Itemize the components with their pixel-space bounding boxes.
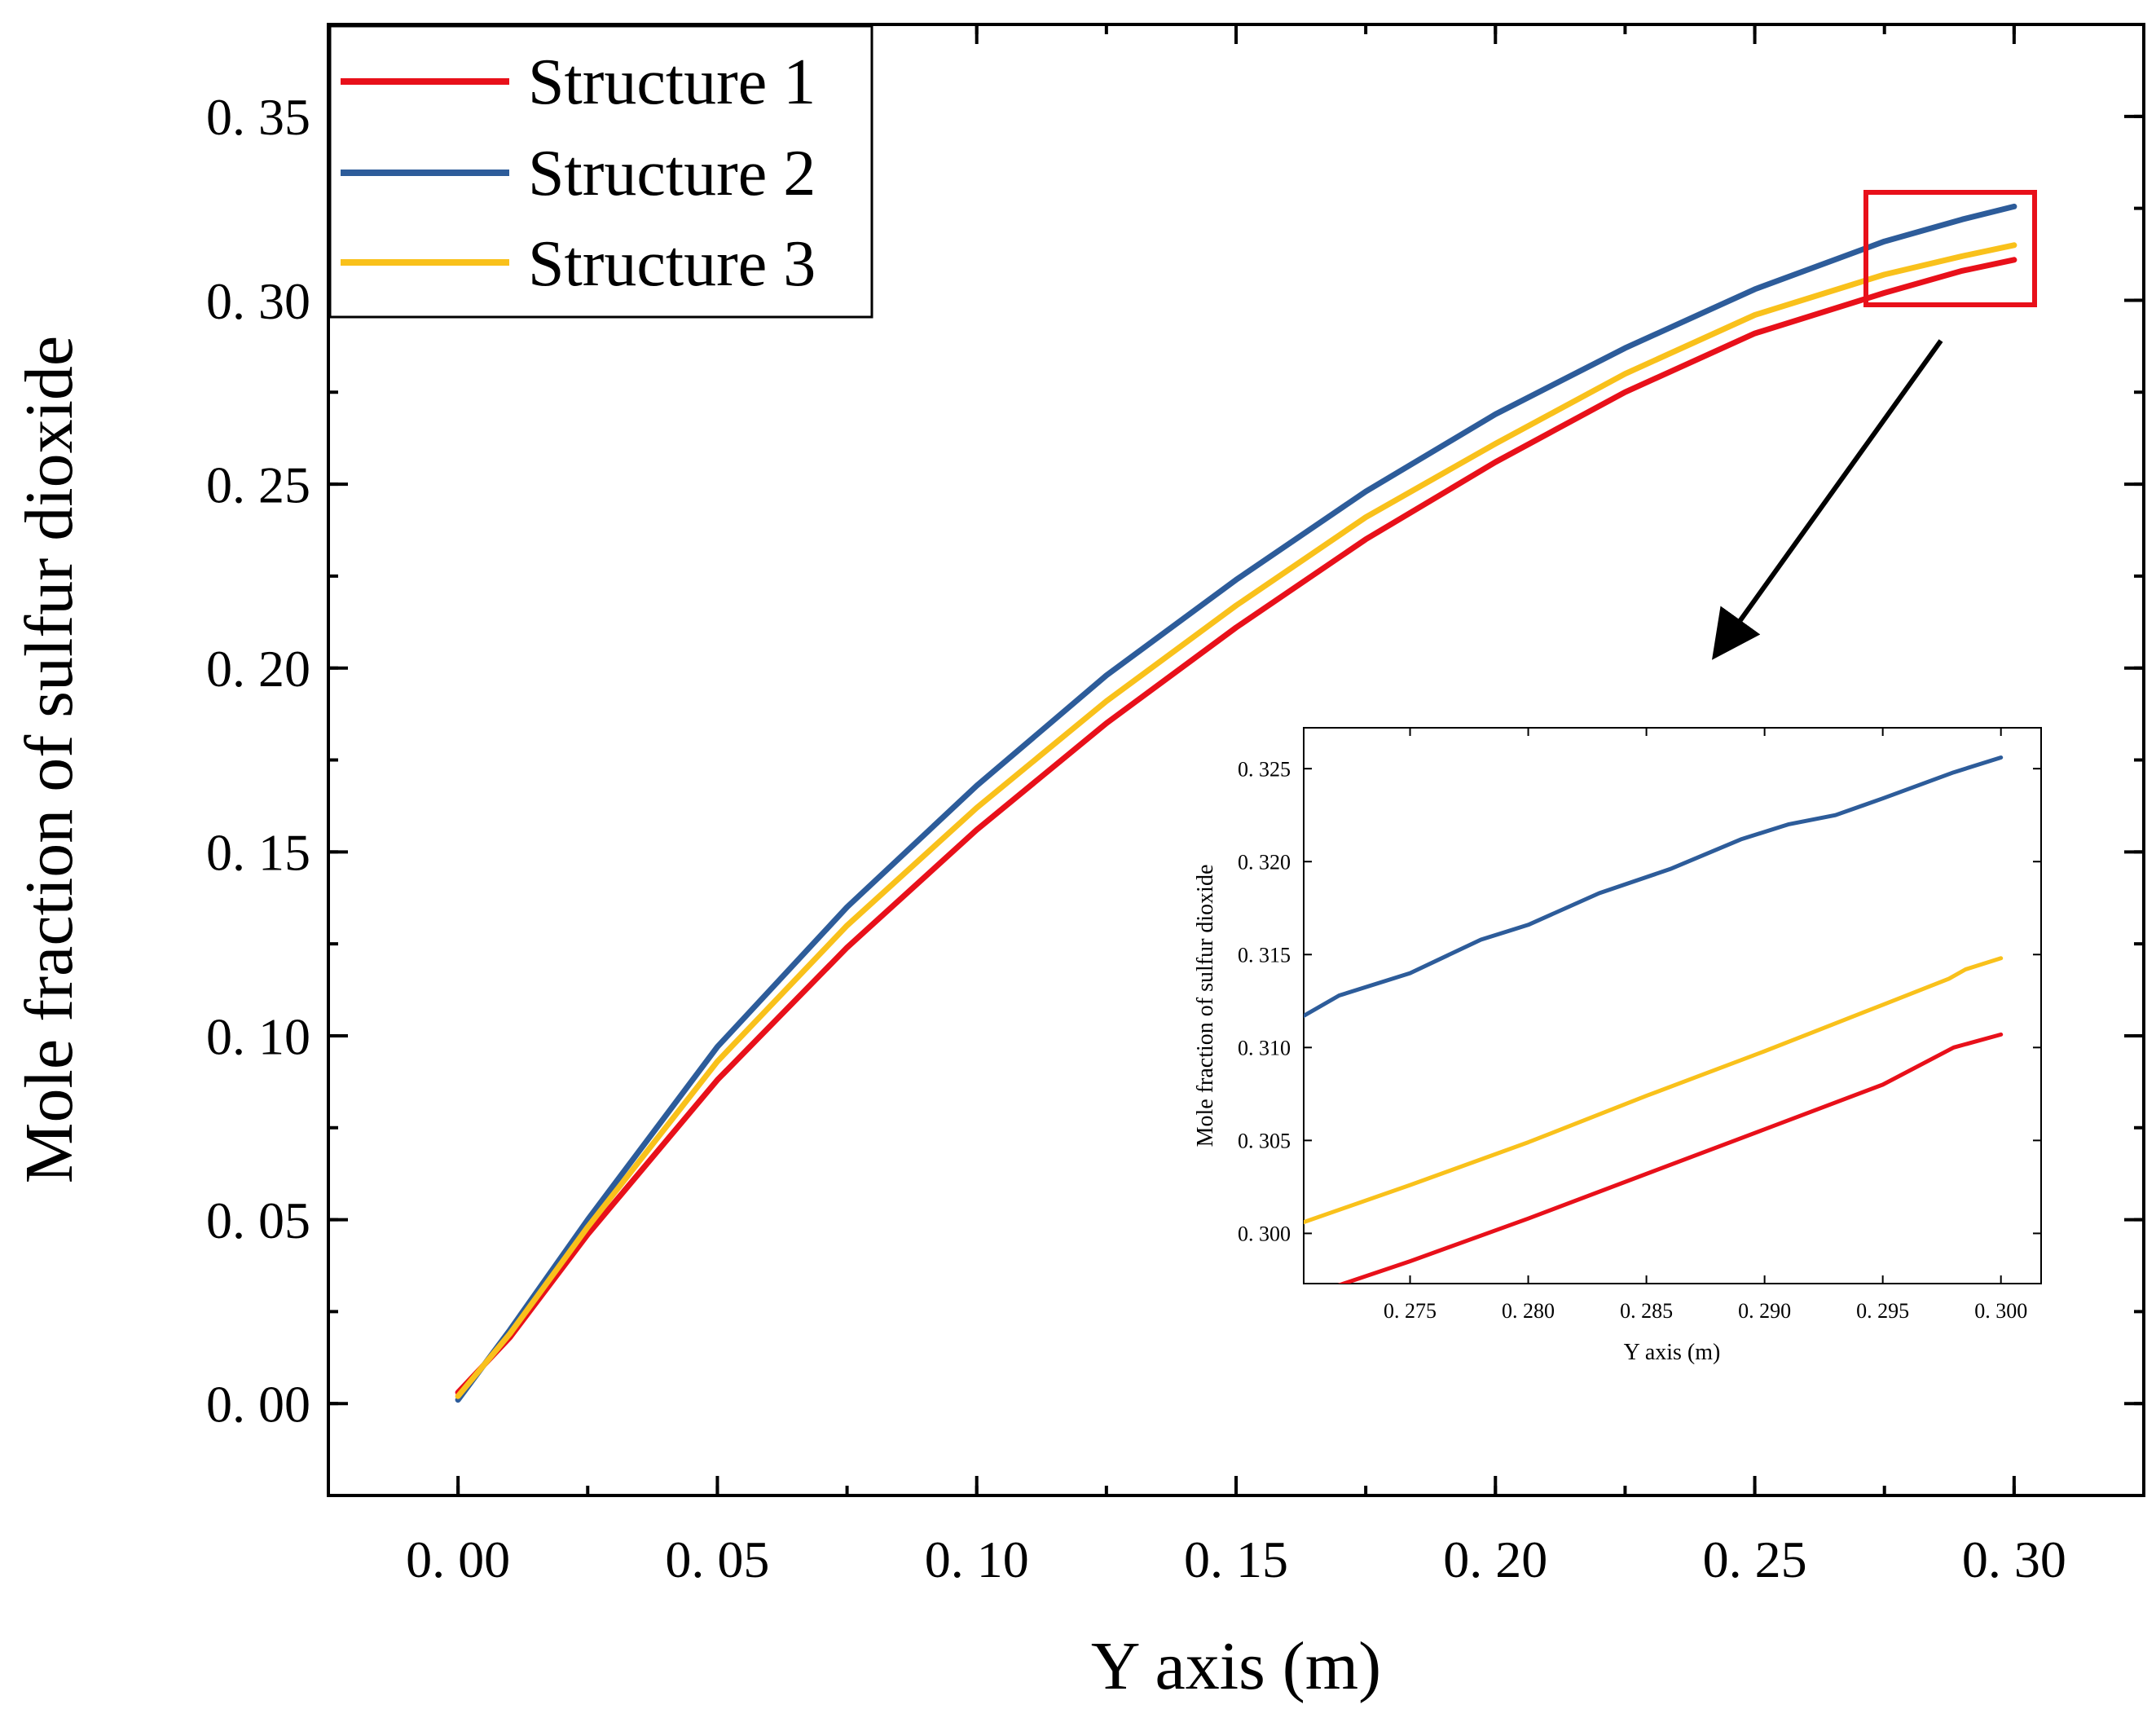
main-x-tick-label: 0. 10 [925,1531,1029,1588]
inset-y-tick-label: 0. 305 [1238,1129,1291,1152]
inset-series-structure-1 [1337,1032,2004,1284]
main-x-axis-title: Y axis (m) [1091,1628,1381,1704]
inset-y-tick-label: 0. 310 [1238,1036,1291,1059]
inset-x-tick-label: 0. 285 [1620,1299,1673,1323]
inset-y-tick-label: 0. 320 [1238,850,1291,874]
main-plot: 0. 00 0. 05 0. 10 0. 15 0. 20 0. 25 0. 30 0. 00… [11,23,2145,1704]
inset-series [1304,755,2004,1284]
main-x-tick-label: 0. 05 [665,1531,769,1588]
main-y-tick-label: 0. 15 [206,824,310,882]
main-x-tick-label: 0. 25 [1703,1531,1807,1588]
legend: Structure 1 Structure 2 Structure 3 [328,24,873,319]
main-y-axis-title: Mole fraction of sulfur dioxide [11,336,87,1183]
zoom-highlight-box [1863,190,2037,307]
main-series [455,203,2017,1403]
inset-y-axis-title: Mole fraction of sulfur dioxide [1193,865,1218,1147]
inset-y-tick-label: 0. 300 [1238,1222,1291,1246]
inset-series-structure-2 [1304,755,2004,1018]
main-x-tick-label: 0. 15 [1184,1531,1288,1588]
main-x-tick-label: 0. 30 [1962,1531,2066,1588]
inset-ticks: 0. 275 0. 280 0. 285 0. 290 0. 295 0. 300 0. 3… [1238,728,2041,1323]
main-y-tick-label: 0. 10 [206,1007,310,1065]
inset-y-tick-label: 0. 315 [1238,943,1291,967]
main-y-tick-label: 0. 05 [206,1191,310,1249]
inset-x-tick-label: 0. 275 [1384,1299,1437,1323]
main-y-tick-label: 0. 20 [206,640,310,698]
inset-plot: 0. 275 0. 280 0. 285 0. 290 0. 295 0. 300 0. 3… [1193,727,2042,1365]
main-y-tick-label: 0. 35 [206,88,310,146]
main-ticks: 0. 00 0. 05 0. 10 0. 15 0. 20 0. 25 0. 30 0. 00… [206,23,2145,1588]
inset-plot-frame [1303,727,2042,1284]
legend-label-structure-1: Structure 1 [528,46,816,118]
inset-x-tick-label: 0. 280 [1502,1299,1555,1323]
main-series-structure-3 [455,242,2017,1399]
inset-plot-background [1304,728,2041,1284]
zoom-arrow [1712,339,1943,660]
inset-x-tick-label: 0. 295 [1856,1299,1909,1323]
main-y-tick-label: 0. 25 [206,456,310,513]
legend-label-structure-2: Structure 2 [528,138,816,209]
main-x-tick-label: 0. 00 [406,1531,510,1588]
main-series-structure-2 [455,203,2017,1403]
main-series-structure-1 [455,257,2017,1396]
main-x-tick-label: 0. 20 [1443,1531,1547,1588]
main-y-tick-label: 0. 00 [206,1376,310,1434]
inset-series-structure-3 [1304,956,2004,1225]
inset-x-tick-label: 0. 300 [1974,1299,2027,1323]
main-y-tick-label: 0. 30 [206,272,310,330]
inset-y-tick-label: 0. 325 [1238,757,1291,781]
inset-x-tick-label: 0. 290 [1738,1299,1791,1323]
legend-label-structure-3: Structure 3 [528,228,816,300]
inset-x-axis-title: Y axis (m) [1624,1340,1721,1365]
